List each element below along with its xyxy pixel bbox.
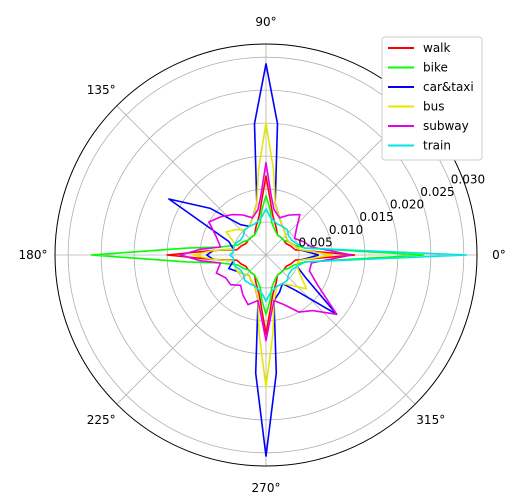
r-tick-label: 0.005 bbox=[298, 235, 332, 249]
series-line-0 bbox=[166, 175, 356, 335]
r-tick-label: 0.030 bbox=[451, 172, 485, 186]
theta-tick-label: 315° bbox=[416, 413, 445, 427]
legend-label: bus bbox=[423, 100, 444, 114]
theta-gridline bbox=[265, 254, 416, 405]
theta-tick-label: 270° bbox=[252, 481, 281, 495]
legend-label: bike bbox=[423, 61, 448, 75]
r-tick-label: 0.015 bbox=[359, 210, 393, 224]
legend-label: walk bbox=[423, 41, 451, 55]
series-line-1 bbox=[90, 194, 425, 316]
series-line-5 bbox=[228, 208, 468, 303]
theta-tick-label: 135° bbox=[87, 83, 116, 97]
legend-label: train bbox=[423, 139, 451, 153]
theta-tick-label: 90° bbox=[255, 15, 276, 29]
r-tick-label: 0.020 bbox=[390, 198, 424, 212]
legend-label: subway bbox=[423, 119, 469, 133]
theta-tick-label: 225° bbox=[87, 413, 116, 427]
legend-label: car&taxi bbox=[423, 80, 474, 94]
legend: walk bike car&taxi bus subway train bbox=[381, 36, 483, 161]
series-lines bbox=[90, 62, 468, 457]
r-tick-label: 0.025 bbox=[420, 185, 454, 199]
series-line-2 bbox=[168, 62, 338, 457]
series-line-4 bbox=[179, 161, 352, 342]
r-tick-label: 0.010 bbox=[329, 223, 363, 237]
theta-tick-label: 0° bbox=[492, 248, 506, 262]
theta-gridline bbox=[116, 254, 267, 405]
theta-tick-label: 180° bbox=[19, 248, 48, 262]
outer-ring bbox=[54, 43, 478, 467]
